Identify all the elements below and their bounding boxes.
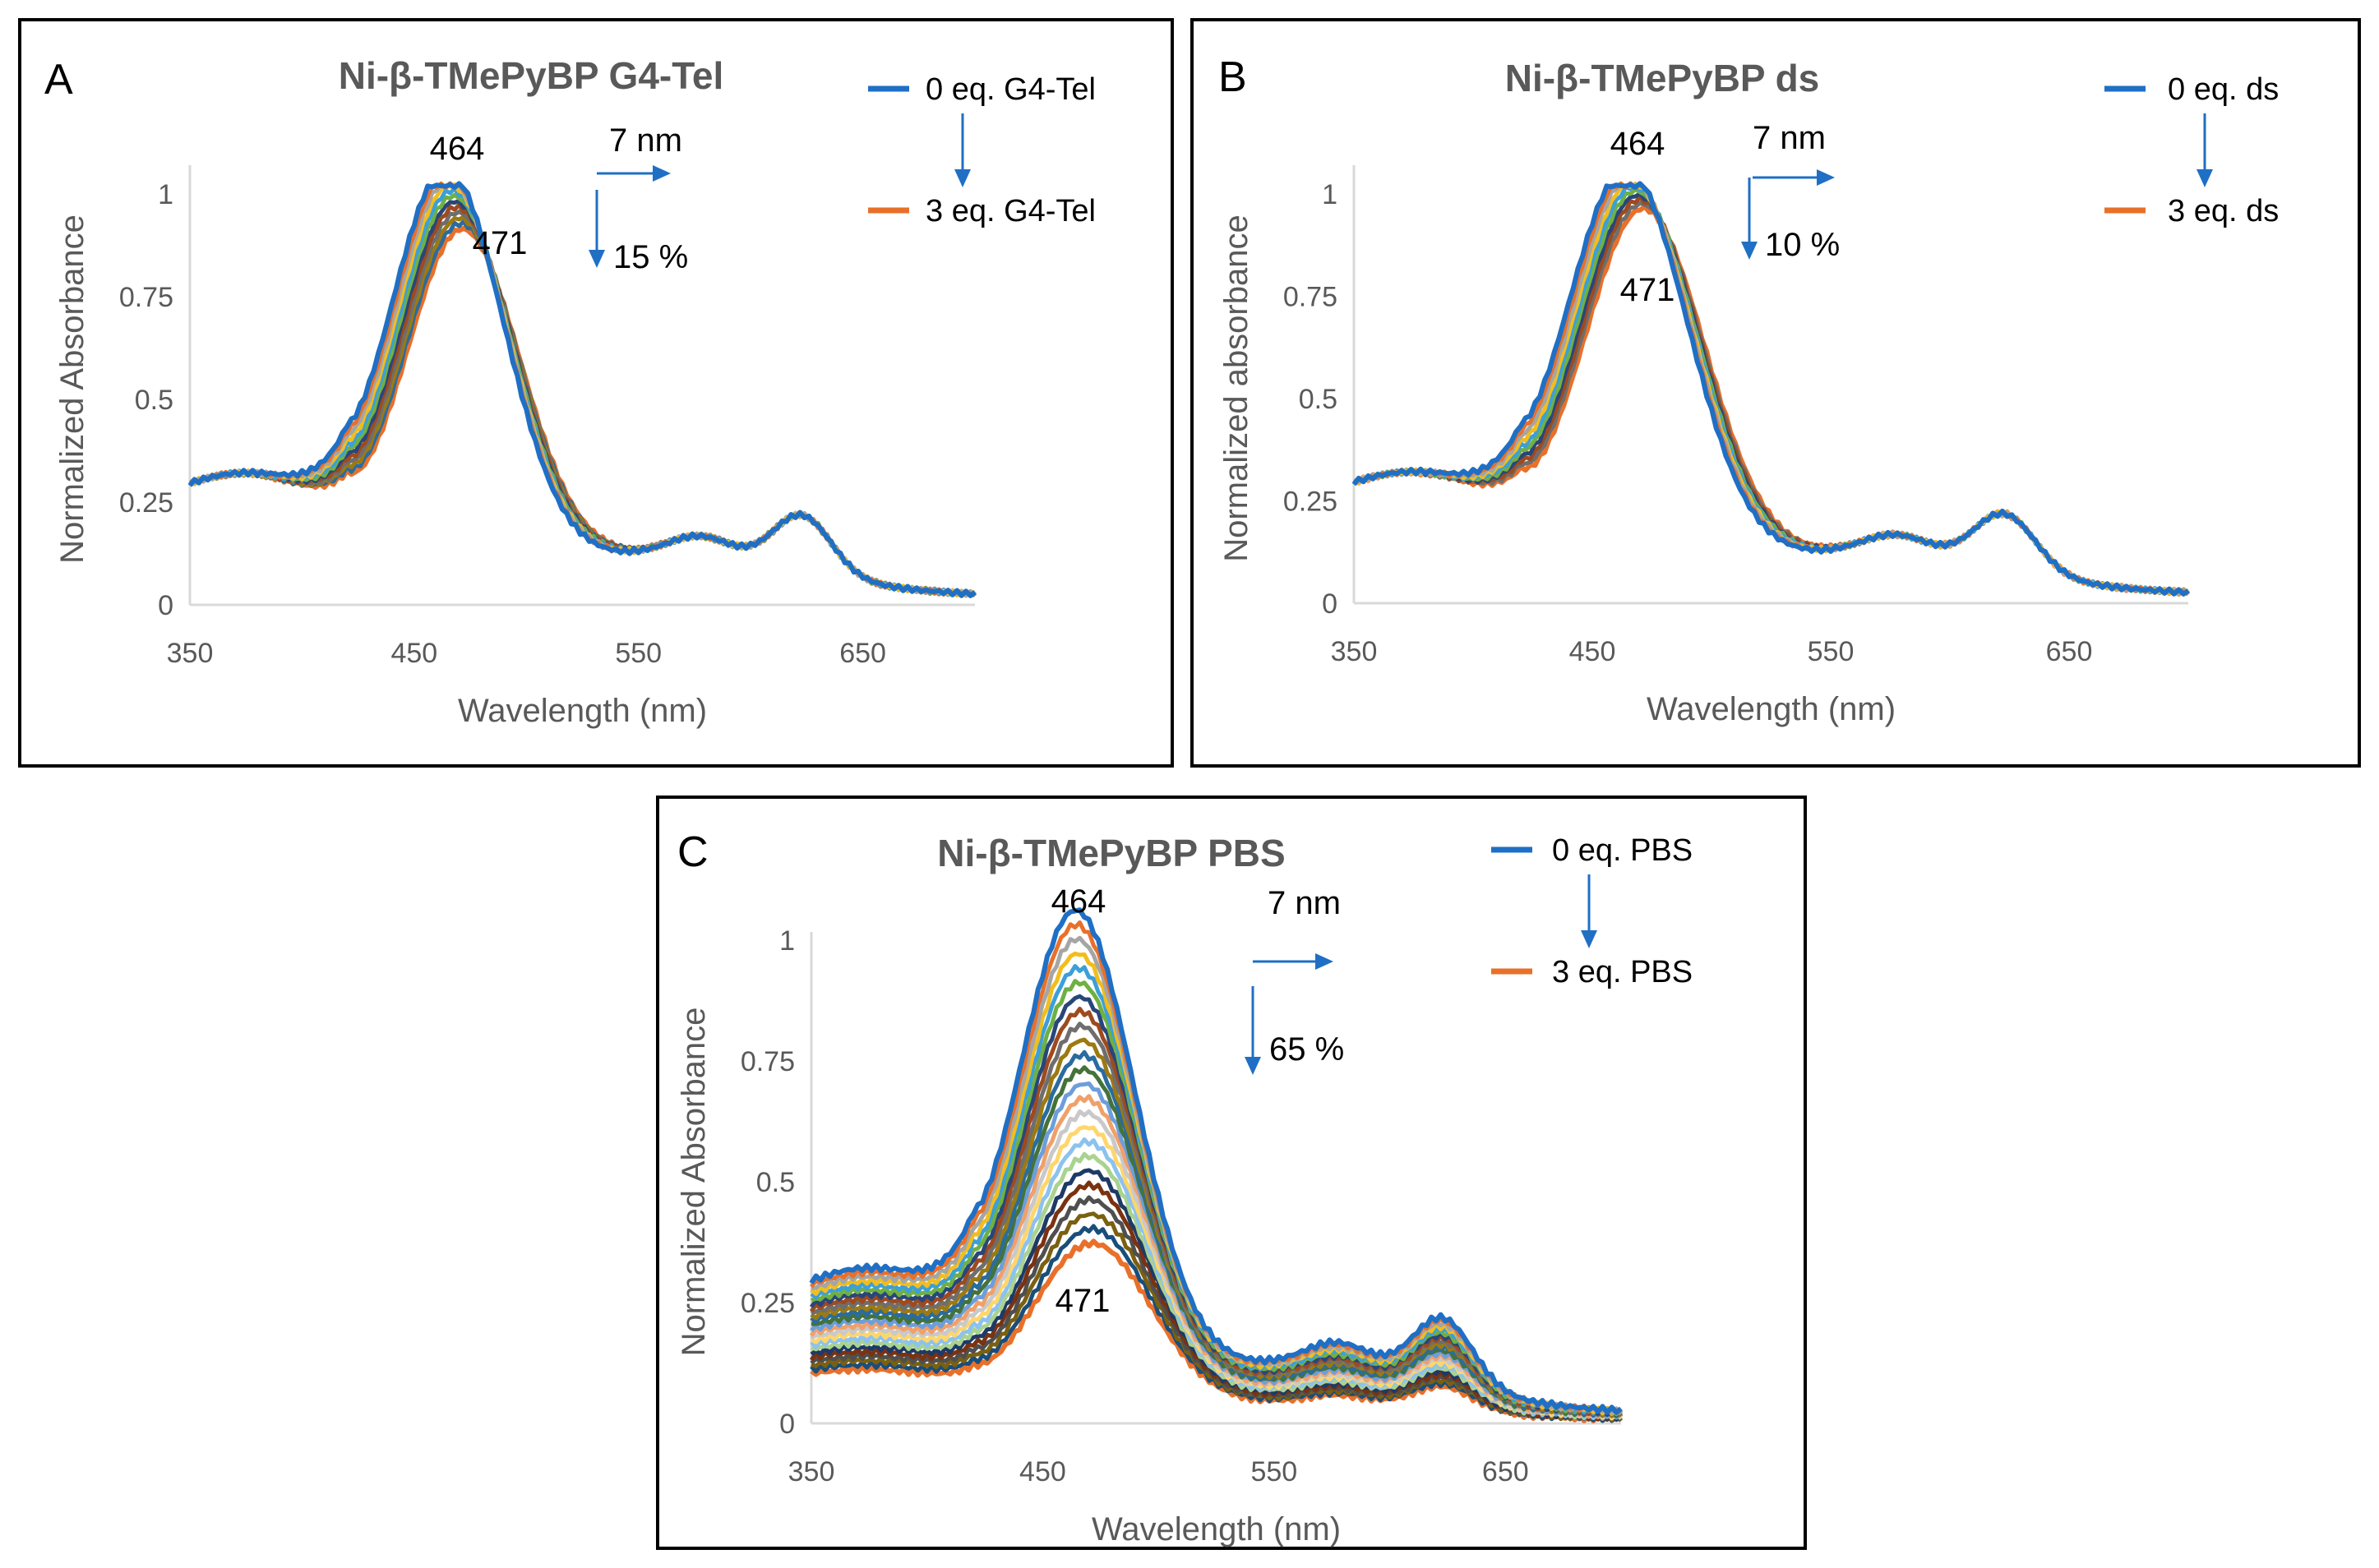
x-axis-title: Wavelength (nm) [1647, 691, 1896, 727]
x-tick-label: 450 [390, 638, 437, 669]
hypochromicity-label: 15 % [613, 239, 688, 275]
chart-a: 0 0.25 0.5 0.75 1 350 450 550 650 Wavelength (nm)… [44, 54, 1096, 729]
legend-arrow-head [954, 169, 971, 187]
chart-title: Ni-β-TMePyBP G4-Tel [339, 54, 724, 97]
x-tick-label: 450 [1569, 636, 1616, 667]
series-line-9 [1352, 204, 2191, 597]
y-tick-label: 0.75 [741, 1046, 795, 1077]
x-axis-title: Wavelength (nm) [1092, 1511, 1341, 1547]
y-tick-label: 0 [158, 590, 173, 621]
y-tick-label: 1 [158, 179, 173, 210]
y-tick-label: 0 [1322, 588, 1337, 620]
y-tick-label: 0.5 [135, 385, 173, 416]
panel-a: 0 0.25 0.5 0.75 1 350 450 550 650 Wavelength (nm)… [18, 18, 1174, 768]
y-tick-label: 0.5 [756, 1167, 795, 1198]
x-tick-label: 350 [1331, 636, 1378, 667]
x-tick-label: 450 [1019, 1456, 1066, 1487]
legend-label-start: 0 eq. ds [2168, 72, 2279, 107]
y-tick-label: 0.25 [1283, 486, 1337, 517]
peak-start-label: 464 [430, 131, 485, 167]
panel-letter: C [677, 828, 709, 876]
x-tick-label: 650 [1482, 1456, 1529, 1487]
panel-letter: A [44, 56, 73, 104]
peak-end-label: 471 [1056, 1283, 1111, 1319]
x-tick-label: 550 [615, 638, 662, 669]
x-tick-label: 550 [1250, 1456, 1297, 1487]
y-tick-label: 1 [779, 925, 795, 957]
y-tick-label: 0 [779, 1409, 795, 1440]
shift-label: 7 nm [609, 122, 682, 159]
legend-label-end: 3 eq. G4-Tel [926, 194, 1096, 228]
legend-label-end: 3 eq. PBS [1552, 955, 1693, 989]
y-tick-label: 1 [1322, 179, 1337, 210]
hypochromicity-label: 65 % [1269, 1031, 1344, 1068]
series-line-9 [188, 214, 977, 598]
series-line-0 [187, 181, 977, 598]
shift-label: 7 nm [1268, 885, 1341, 921]
series-line-8 [189, 210, 977, 598]
series-line-0 [809, 907, 1623, 1415]
chart-c: 0 0.25 0.5 0.75 1 350 450 550 650 Wavelength (nm)… [676, 828, 1693, 1547]
shift-label: 7 nm [1753, 120, 1826, 156]
shift-arrow-head [653, 165, 671, 182]
y-axis-title: Normalized Absorbance [54, 214, 90, 564]
shift-arrow-head [1817, 169, 1835, 186]
y-tick-label: 0.25 [741, 1288, 795, 1319]
panel-b: 0 0.25 0.5 0.75 1 350 450 550 650 Wavelength (nm)… [1190, 18, 2361, 768]
x-axis-title: Wavelength (nm) [458, 693, 707, 729]
hypochromicity-label: 10 % [1765, 227, 1840, 263]
y-tick-label: 0.5 [1299, 384, 1337, 415]
peak-start-label: 464 [1051, 883, 1106, 920]
chart-title: Ni-β-TMePyBP PBS [937, 832, 1285, 874]
series-line-10 [188, 219, 976, 597]
x-tick-label: 650 [839, 638, 886, 669]
series-line-11 [189, 225, 977, 598]
chart-title: Ni-β-TMePyBP ds [1505, 57, 1820, 99]
series-line-0 [1351, 181, 2190, 597]
drop-arrow-head [1741, 242, 1758, 260]
legend-label-end: 3 eq. ds [2168, 194, 2279, 228]
series-line-6 [188, 198, 977, 598]
legend-arrow-head [1581, 930, 1597, 948]
x-tick-label: 350 [788, 1456, 835, 1487]
peak-end-label: 471 [1620, 272, 1675, 308]
drop-arrow-head [589, 250, 605, 268]
y-tick-label: 0.25 [119, 487, 173, 519]
legend-arrow-head [2197, 169, 2213, 187]
y-axis-title: Normalized Absorbance [676, 1008, 712, 1357]
x-tick-label: 650 [2046, 636, 2093, 667]
legend-label-start: 0 eq. G4-Tel [926, 72, 1096, 107]
panel-c: 0 0.25 0.5 0.75 1 350 450 550 650 Wavelength (nm)… [656, 796, 1807, 1550]
shift-arrow-head [1315, 953, 1333, 970]
peak-end-label: 471 [473, 225, 528, 261]
legend-label-start: 0 eq. PBS [1552, 833, 1693, 868]
y-tick-label: 0.75 [119, 282, 173, 313]
drop-arrow-head [1245, 1057, 1261, 1075]
x-tick-label: 550 [1808, 636, 1855, 667]
x-tick-label: 350 [167, 638, 214, 669]
y-axis-title: Normalized absorbance [1218, 214, 1254, 561]
panel-letter: B [1218, 53, 1247, 101]
y-tick-label: 0.75 [1283, 281, 1337, 312]
chart-b: 0 0.25 0.5 0.75 1 350 450 550 650 Wavelength (nm)… [1218, 53, 2279, 727]
peak-start-label: 464 [1610, 126, 1665, 162]
